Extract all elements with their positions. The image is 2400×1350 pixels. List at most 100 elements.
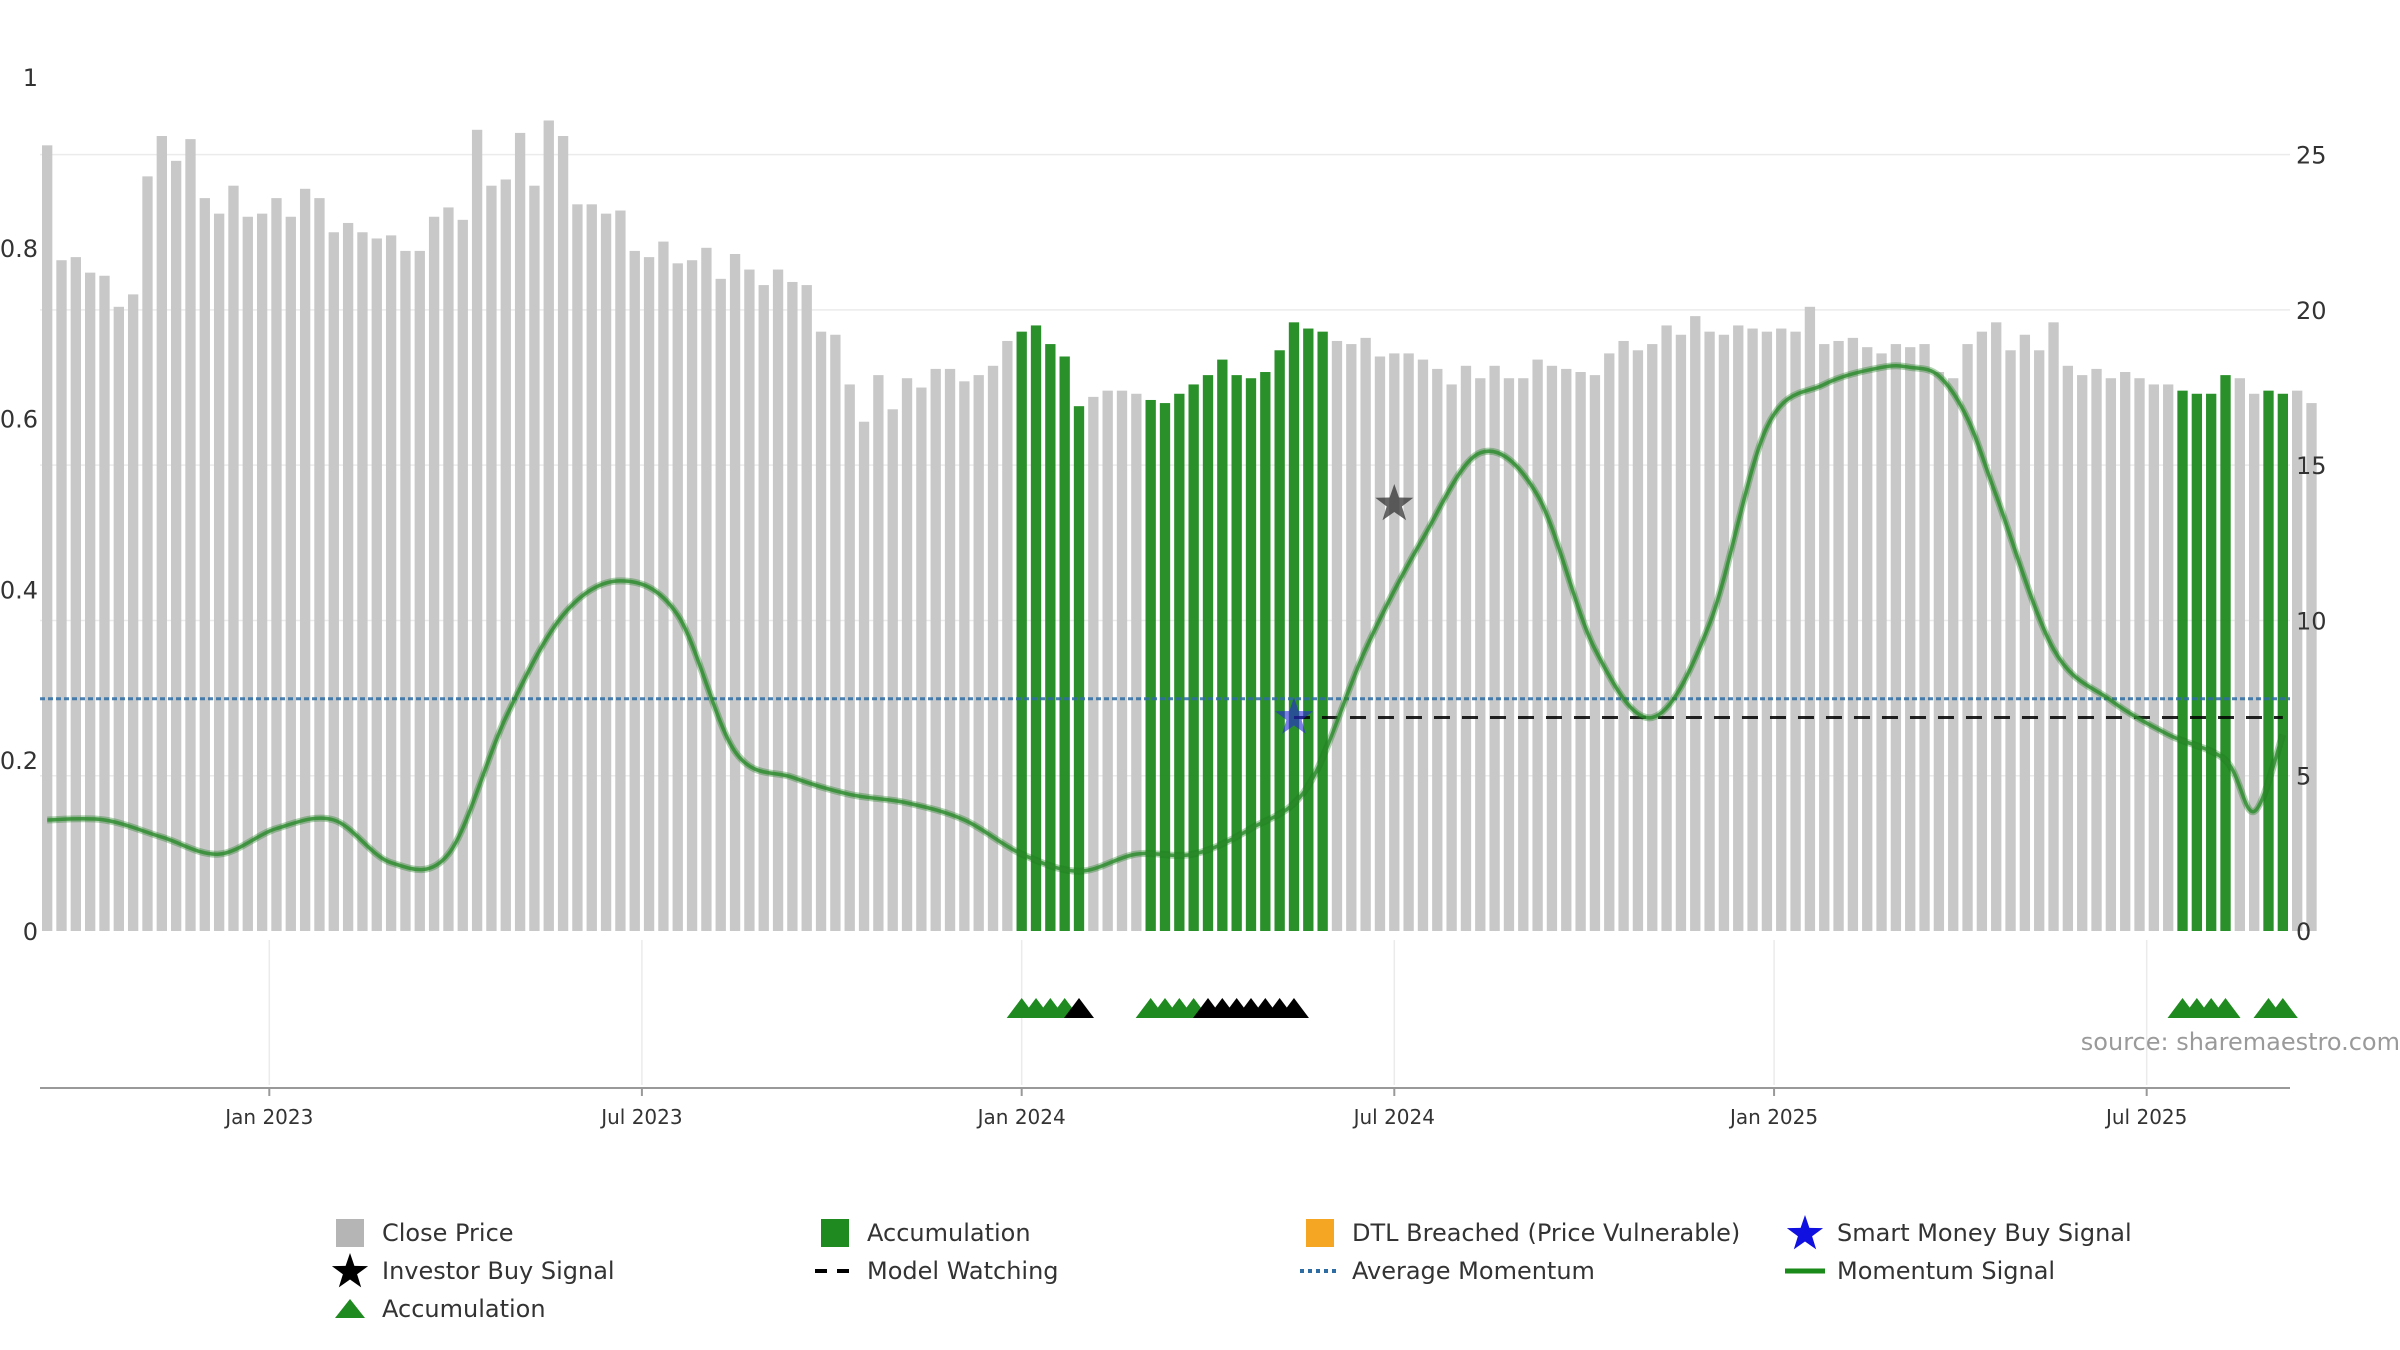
investor-marker (1278, 998, 1309, 1018)
momentum-signal-line (47, 363, 2285, 873)
price-bar (944, 368, 956, 931)
legend-square-icon (815, 1214, 855, 1252)
price-bar (1604, 353, 1615, 931)
accumulation-bar (1174, 393, 1185, 931)
price-bar (443, 207, 454, 931)
price-bar (1704, 331, 1715, 931)
price-bar (830, 334, 841, 931)
accumulation-bar (1202, 375, 1214, 931)
price-bar (385, 235, 397, 931)
price-bar (615, 210, 626, 931)
price-bar (787, 281, 798, 932)
price-bar (1833, 340, 1844, 932)
left-tick-label: 0.6 (0, 406, 38, 434)
price-bar (2292, 390, 2303, 931)
x-tick-label: Jan 2024 (976, 1105, 1066, 1129)
price-bar (701, 247, 712, 932)
price-bar (686, 260, 698, 932)
x-tick-label: Jan 2025 (1728, 1105, 1818, 1129)
source-note: source: sharemaestro.com (2081, 1028, 2400, 1056)
accumulation-bar (1317, 331, 1328, 931)
price-bar (42, 145, 53, 931)
investor-marker (1064, 998, 1095, 1018)
price-bar (1905, 347, 1916, 931)
price-bar (529, 185, 540, 931)
price-bar (643, 257, 655, 931)
price-bar (1876, 353, 1887, 931)
price-bar (1575, 372, 1586, 931)
left-tick-label: 0.4 (0, 576, 38, 604)
price-bar (1088, 396, 1099, 931)
right-tick-label: 15 (2296, 452, 2327, 480)
price-bar (1618, 340, 1629, 932)
price-bar (629, 250, 640, 931)
price-bar (299, 188, 311, 932)
price-bar (973, 375, 984, 931)
price-bar (2148, 384, 2160, 931)
accumulation-bar (2191, 393, 2203, 931)
right-tick-label: 20 (2296, 297, 2327, 325)
accumulation-bar (2206, 393, 2217, 931)
price-bar (772, 269, 784, 931)
legend-label: Accumulation (382, 1295, 546, 1323)
price-bars (42, 120, 2317, 932)
legend: Close Price Accumulation DTL Breached (Pri… (330, 1214, 2230, 1334)
price-bar (672, 263, 683, 932)
markers (1006, 484, 2298, 1018)
price-bar (285, 216, 296, 931)
price-bar (170, 160, 182, 932)
legend-item: Momentum Signal (1785, 1252, 2055, 1290)
right-tick-label: 25 (2296, 142, 2327, 170)
accumulation-marker (2267, 998, 2298, 1018)
legend-item: Accumulation (815, 1214, 1031, 1252)
accumulation-bar (2263, 390, 2274, 931)
price-bar (1747, 328, 1758, 931)
x-tick-label: Jul 2025 (2104, 1105, 2187, 1129)
accumulation-bar (2277, 393, 2288, 931)
price-bar (428, 216, 440, 931)
price-bar (1761, 331, 1773, 931)
price-bar (1475, 378, 1486, 932)
x-tick-label: Jan 2023 (223, 1105, 313, 1129)
accumulation-bar (1159, 403, 1171, 931)
price-bar (85, 272, 96, 931)
price-bar (1690, 316, 1701, 931)
price-bar (1976, 331, 1988, 931)
price-bar (142, 176, 153, 931)
legend-label: Average Momentum (1352, 1257, 1595, 1285)
price-bar (1131, 393, 1142, 931)
price-bar (2105, 378, 2117, 932)
price-bar (199, 198, 210, 932)
price-bar (486, 185, 497, 931)
accumulation-bar (1288, 322, 1300, 932)
left-tick-label: 0 (23, 918, 38, 946)
legend-label: Model Watching (867, 1257, 1059, 1285)
price-bar (1661, 325, 1672, 931)
price-bar (414, 250, 425, 931)
price-bar (1718, 334, 1730, 931)
axes: Jan 2023 Jul 2023 Jan 2024 Jul 2024 Jan 2025… (0, 64, 2327, 1129)
price-bar (1733, 325, 1744, 931)
price-bar (2077, 375, 2088, 931)
smart-money-buy-signal-star (1275, 697, 1313, 734)
price-bar (1360, 337, 1371, 931)
legend-label: DTL Breached (Price Vulnerable) (1352, 1219, 1741, 1247)
price-bar (844, 384, 855, 931)
legend-dot-icon (1300, 1252, 1340, 1290)
legend-item: Average Momentum (1300, 1252, 1595, 1290)
price-bar (514, 132, 526, 931)
price-bar (1804, 306, 1816, 931)
price-bar (1632, 350, 1644, 931)
price-bar (1790, 331, 1801, 931)
price-bar (930, 368, 941, 931)
price-bar (1374, 356, 1386, 931)
price-bar (500, 179, 511, 932)
right-tick-label: 5 (2296, 763, 2311, 791)
price-bar (557, 136, 569, 931)
price-bar (1991, 322, 2002, 932)
price-bar (1962, 344, 1973, 931)
price-bar (256, 213, 268, 931)
price-bar (2306, 403, 2317, 931)
price-bar (314, 198, 325, 932)
legend-line-icon (1785, 1252, 1825, 1290)
